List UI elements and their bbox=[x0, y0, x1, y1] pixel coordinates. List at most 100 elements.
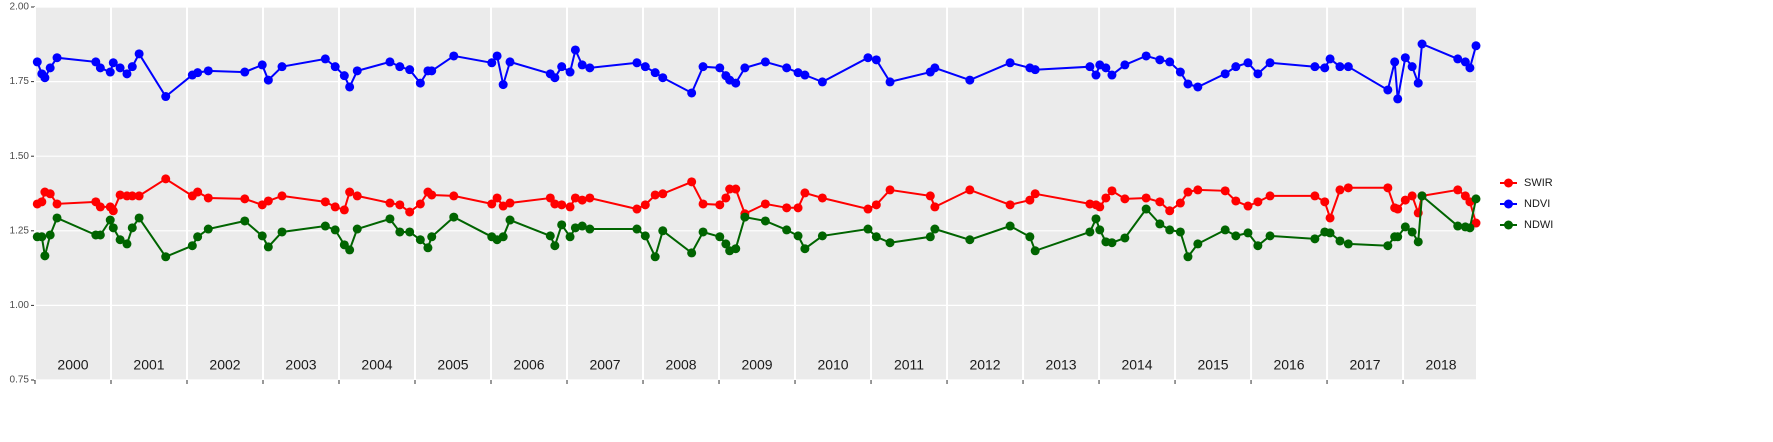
point bbox=[925, 191, 935, 201]
point bbox=[1390, 57, 1400, 67]
point bbox=[134, 213, 144, 223]
point bbox=[1030, 65, 1040, 75]
point bbox=[687, 248, 697, 258]
point bbox=[715, 63, 725, 73]
point bbox=[1310, 191, 1320, 201]
x-tick-label: 2013 bbox=[1045, 357, 1076, 373]
point bbox=[1320, 63, 1330, 73]
point bbox=[871, 232, 881, 242]
point bbox=[1155, 197, 1165, 207]
point bbox=[1141, 51, 1151, 61]
point bbox=[1025, 232, 1035, 242]
point bbox=[1253, 197, 1263, 207]
point bbox=[1165, 206, 1175, 216]
point bbox=[1265, 231, 1275, 241]
point bbox=[1343, 239, 1353, 249]
point bbox=[715, 232, 725, 242]
point bbox=[423, 243, 433, 253]
point bbox=[277, 227, 287, 237]
x-tick-label: 2011 bbox=[894, 357, 924, 373]
point bbox=[782, 203, 792, 213]
point bbox=[352, 191, 362, 201]
point bbox=[115, 63, 125, 73]
point bbox=[1165, 57, 1175, 67]
x-tick-label: 2016 bbox=[1273, 357, 1304, 373]
point bbox=[577, 60, 587, 70]
point bbox=[449, 51, 459, 61]
point bbox=[1253, 241, 1263, 251]
point bbox=[1095, 202, 1105, 212]
point bbox=[505, 57, 515, 67]
point bbox=[1400, 222, 1410, 232]
point bbox=[863, 224, 873, 234]
point bbox=[1265, 58, 1275, 68]
point bbox=[1120, 60, 1130, 70]
point bbox=[565, 202, 575, 212]
point bbox=[687, 88, 697, 98]
legend-item: SWIR bbox=[1500, 177, 1553, 189]
point bbox=[498, 80, 508, 90]
point bbox=[800, 70, 810, 80]
point bbox=[557, 220, 567, 230]
point bbox=[721, 239, 731, 249]
point bbox=[203, 224, 213, 234]
point bbox=[405, 65, 415, 75]
point bbox=[1243, 228, 1253, 238]
point bbox=[37, 232, 47, 242]
point bbox=[793, 68, 803, 78]
point bbox=[345, 187, 355, 197]
point bbox=[105, 67, 115, 77]
point bbox=[240, 216, 250, 226]
legend-label: NDVI bbox=[1524, 198, 1550, 210]
point bbox=[1471, 218, 1481, 228]
point bbox=[277, 191, 287, 201]
x-tick-label: 2012 bbox=[969, 357, 1000, 373]
point bbox=[95, 230, 105, 240]
point bbox=[1393, 94, 1403, 104]
point bbox=[1220, 69, 1230, 79]
point bbox=[492, 51, 502, 61]
point bbox=[161, 92, 171, 102]
point bbox=[570, 45, 580, 55]
point bbox=[108, 206, 118, 216]
point bbox=[320, 54, 330, 64]
y-tick-label: 0.75 bbox=[10, 375, 30, 386]
point bbox=[965, 185, 975, 195]
y-tick-label: 1.00 bbox=[10, 300, 30, 311]
point bbox=[1335, 185, 1345, 195]
point bbox=[1253, 69, 1263, 79]
x-tick-label: 2014 bbox=[1121, 357, 1152, 373]
point bbox=[52, 199, 62, 209]
point bbox=[565, 67, 575, 77]
point bbox=[1325, 228, 1335, 238]
point bbox=[330, 202, 340, 212]
point bbox=[925, 232, 935, 242]
legend-key bbox=[1504, 178, 1513, 188]
point bbox=[37, 197, 47, 207]
point bbox=[1265, 191, 1275, 201]
x-tick-label: 2008 bbox=[665, 357, 696, 373]
point bbox=[632, 224, 642, 234]
point bbox=[240, 67, 250, 77]
point bbox=[330, 225, 340, 235]
point bbox=[263, 196, 273, 206]
panel bbox=[35, 7, 1476, 380]
x-tick-label: 2000 bbox=[57, 357, 88, 373]
point bbox=[1141, 193, 1151, 203]
point bbox=[1155, 219, 1165, 229]
point bbox=[1107, 186, 1117, 196]
legend-key bbox=[1504, 220, 1513, 230]
point bbox=[930, 63, 940, 73]
point bbox=[760, 57, 770, 67]
y-tick-label: 2.00 bbox=[10, 2, 30, 13]
point bbox=[721, 193, 731, 203]
point bbox=[187, 241, 197, 251]
point bbox=[557, 62, 567, 72]
point bbox=[122, 69, 132, 79]
point bbox=[449, 191, 459, 201]
point bbox=[1175, 198, 1185, 208]
point bbox=[740, 63, 750, 73]
point bbox=[715, 200, 725, 210]
point bbox=[1107, 238, 1117, 248]
point bbox=[885, 77, 895, 87]
